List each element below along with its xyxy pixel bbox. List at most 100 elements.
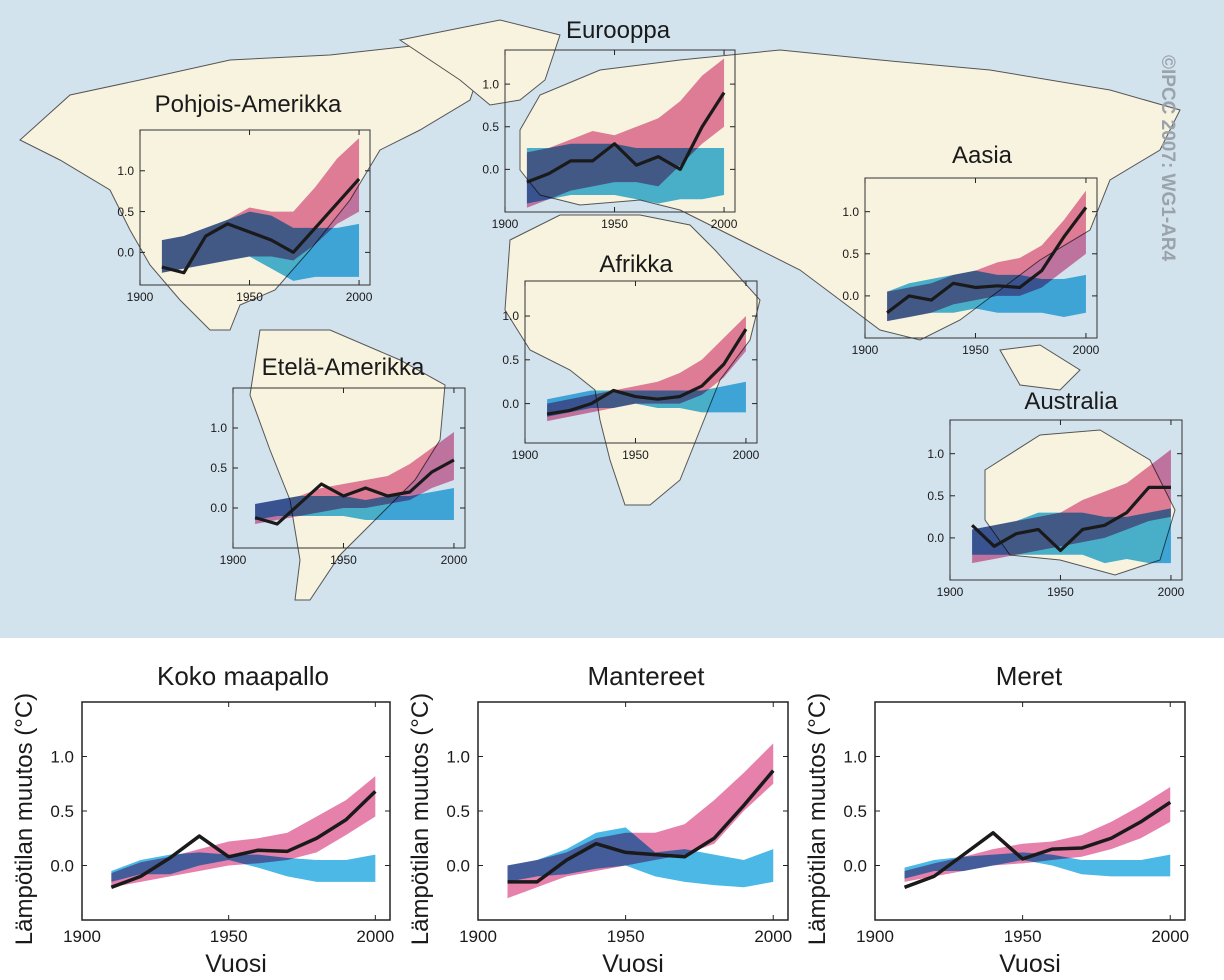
y-tick-label: 0.5: [843, 802, 867, 821]
x-tick-label: 1950: [330, 553, 357, 567]
y-tick-label: 0.0: [927, 531, 944, 545]
y-tick-label: 0.5: [927, 489, 944, 503]
chart-title: Afrikka: [599, 251, 673, 278]
chart-title: Aasia: [952, 142, 1013, 169]
y-tick-label: 1.0: [446, 747, 470, 766]
observed-line: [110, 790, 377, 889]
x-tick-label: 1950: [210, 927, 248, 946]
x-tick-label: 1950: [962, 343, 989, 357]
chart-title: Pohjois-Amerikka: [155, 91, 342, 118]
x-tick-label: 2000: [711, 217, 738, 231]
y-tick-label: 0.0: [502, 397, 519, 411]
x-tick-label: 2000: [356, 927, 394, 946]
x-tick-label: 1950: [236, 290, 263, 304]
y-tick-label: 1.0: [50, 747, 74, 766]
chart-panel-7: 1900 1950 2000 0.0 0.5 1.0 Mantereet Vuosi Lämpö…: [407, 661, 792, 978]
x-tick-label: 2000: [441, 553, 468, 567]
x-tick-label: 2000: [346, 290, 373, 304]
land-africa: [504, 214, 761, 506]
observed-line: [161, 177, 361, 275]
observed-line: [546, 328, 748, 416]
observed-line: [254, 458, 455, 526]
band-natural-only: [887, 270, 1086, 322]
y-tick-label: 1.0: [843, 747, 867, 766]
band-natural-only: [255, 488, 454, 520]
x-tick-label: 1900: [512, 448, 539, 462]
y-tick-label: 0.0: [843, 856, 867, 875]
x-tick-label: 1950: [607, 927, 645, 946]
plot-frame: [524, 280, 758, 444]
y-tick-label: 0.5: [482, 120, 499, 134]
x-axis-label: Vuosi: [602, 950, 664, 978]
y-tick-label: 0.5: [117, 205, 134, 219]
copyright-text: ©IPCC 2007: WG1-AR4: [1157, 55, 1178, 262]
y-tick-label: 0.5: [446, 802, 470, 821]
y-tick-label: 0.5: [50, 802, 74, 821]
chart-title: Mantereet: [587, 661, 705, 691]
chart-panel-2: 1900 1950 2000 0.0 0.5 1.0 Aasia: [842, 142, 1099, 357]
observed-line: [903, 800, 1172, 889]
y-tick-label: 0.0: [482, 163, 499, 177]
y-axis-label: Lämpötilan muutos (°C): [407, 693, 434, 945]
land-southeast-asia: [999, 344, 1081, 391]
x-tick-label: 2000: [733, 448, 760, 462]
x-tick-label: 1900: [220, 553, 247, 567]
chart-panel-5: 1900 1950 2000 0.0 0.5 1.0 Australia: [927, 388, 1184, 599]
chart-panel-3: 1900 1950 2000 0.0 0.5 1.0 Afrikka: [502, 251, 759, 462]
observed-line: [886, 206, 1088, 315]
plot-frame: [504, 49, 736, 213]
y-tick-label: 1.0: [210, 421, 227, 435]
land-south-america: [249, 329, 446, 601]
x-tick-label: 1900: [852, 343, 879, 357]
chart-panel-1: 1900 1950 2000 0.0 0.5 1.0 Eurooppa: [482, 17, 737, 231]
observed-line: [526, 91, 726, 184]
chart-title: Etelä-Amerikka: [262, 354, 425, 381]
x-axis-label: Vuosi: [205, 950, 267, 978]
y-tick-label: 1.0: [842, 205, 859, 219]
y-tick-label: 1.0: [502, 309, 519, 323]
observed-line: [970, 485, 1171, 553]
y-tick-label: 0.0: [842, 289, 859, 303]
band-natural-only: [526, 143, 725, 204]
x-tick-label: 2000: [1151, 927, 1189, 946]
x-tick-label: 1900: [127, 290, 154, 304]
y-tick-label: 1.0: [482, 77, 499, 91]
band-natural-only: [507, 827, 774, 888]
x-tick-label: 1900: [856, 927, 894, 946]
x-tick-label: 1950: [601, 217, 628, 231]
x-tick-label: 2000: [1073, 343, 1100, 357]
band-natural-only: [111, 852, 376, 882]
x-tick-label: 1900: [459, 927, 497, 946]
x-axis-label: Vuosi: [999, 950, 1061, 978]
y-tick-label: 0.5: [842, 247, 859, 261]
y-tick-label: 1.0: [117, 164, 134, 178]
y-axis-label: Lämpötilan muutos (°C): [804, 693, 831, 945]
x-tick-label: 2000: [1158, 585, 1185, 599]
y-tick-label: 0.0: [50, 856, 74, 875]
chart-panel-8: 1900 1950 2000 0.0 0.5 1.0 Meret Vuosi Lämpötila…: [804, 661, 1189, 978]
plot-frame: [864, 177, 1098, 339]
plot-frame: [949, 419, 1183, 581]
chart-panel-4: 1900 1950 2000 0.0 0.5 1.0 Etelä-Amerikka: [210, 354, 467, 567]
chart-panel-0: 1900 1950 2000 0.0 0.5 1.0 Pohjois-Amerikka: [117, 91, 372, 304]
land-greenland: [398, 19, 561, 106]
y-tick-label: 0.0: [117, 246, 134, 260]
chart-title: Eurooppa: [566, 17, 671, 44]
plot-frame: [139, 129, 371, 286]
x-tick-label: 1950: [1047, 585, 1074, 599]
x-tick-label: 2000: [754, 927, 792, 946]
y-tick-label: 1.0: [927, 447, 944, 461]
chart-panel-6: 1900 1950 2000 0.0 0.5 1.0 Koko maapallo Vuosi L…: [11, 661, 394, 978]
band-natural-only: [904, 852, 1171, 879]
chart-title: Australia: [1024, 388, 1118, 415]
x-tick-label: 1900: [937, 585, 964, 599]
y-tick-label: 0.0: [446, 856, 470, 875]
y-axis-label: Lämpötilan muutos (°C): [11, 693, 38, 945]
band-natural-only: [161, 211, 360, 281]
y-tick-label: 0.5: [210, 461, 227, 475]
x-tick-label: 1950: [622, 448, 649, 462]
x-tick-label: 1900: [63, 927, 101, 946]
chart-title: Meret: [996, 661, 1063, 691]
